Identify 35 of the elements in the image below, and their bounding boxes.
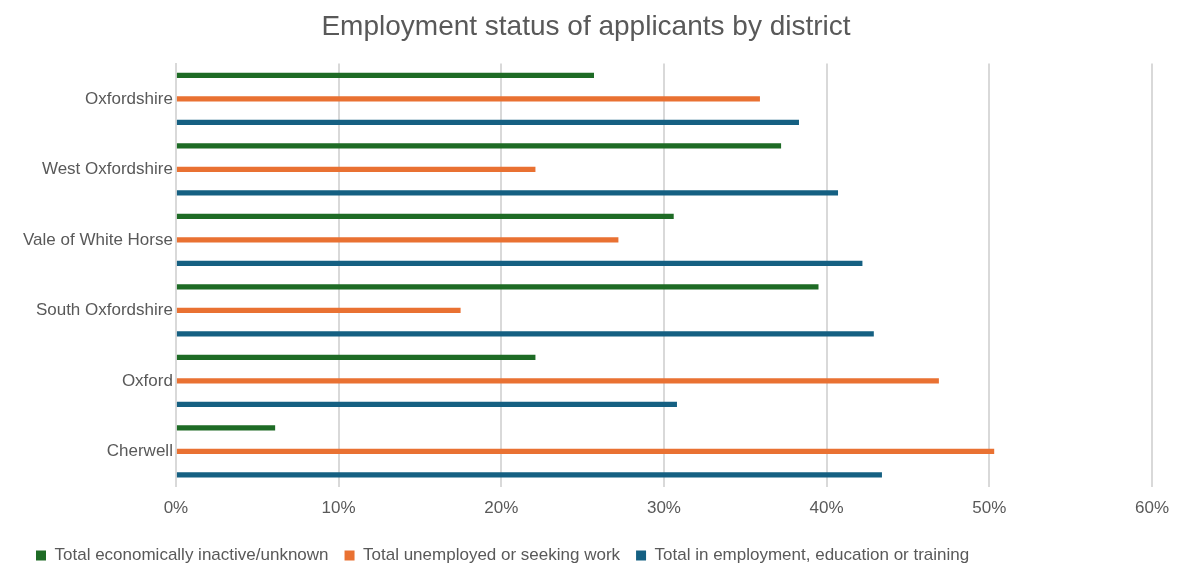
y-tick-label: South Oxfordshire bbox=[35, 300, 173, 320]
bar bbox=[176, 448, 995, 454]
bar bbox=[176, 190, 839, 196]
bar bbox=[176, 96, 760, 102]
bar bbox=[176, 143, 782, 149]
y-tick-label: Vale of White Horse bbox=[22, 229, 173, 249]
y-tick-label: Cherwell bbox=[106, 441, 173, 461]
x-tick-label: 20% bbox=[484, 498, 519, 518]
y-tick-label: Oxfordshire bbox=[85, 88, 173, 108]
bar bbox=[176, 307, 461, 313]
bar bbox=[176, 237, 619, 243]
bar bbox=[176, 284, 819, 290]
x-tick-label: 30% bbox=[646, 498, 681, 518]
bar bbox=[176, 72, 594, 78]
x-tick-label: 10% bbox=[321, 498, 356, 518]
bar bbox=[176, 119, 799, 125]
legend-label: Total economically inactive/unknown bbox=[54, 545, 329, 565]
x-tick-label: 60% bbox=[1134, 498, 1170, 518]
legend-label: Total unemployed or seeking work bbox=[363, 545, 621, 565]
bar bbox=[176, 378, 939, 384]
bar bbox=[176, 213, 674, 219]
bar bbox=[176, 166, 536, 172]
bar bbox=[176, 401, 677, 407]
bar bbox=[176, 331, 874, 337]
bar bbox=[176, 354, 536, 360]
chart-title: Employment status of applicants by district bbox=[321, 9, 851, 41]
x-tick-label: 0% bbox=[163, 498, 189, 518]
legend-label: Total in employment, education or training bbox=[654, 545, 970, 565]
x-tick-label: 40% bbox=[809, 498, 844, 518]
bar bbox=[176, 260, 863, 266]
x-tick-label: 50% bbox=[972, 498, 1007, 518]
bar bbox=[176, 425, 276, 431]
y-tick-label: West Oxfordshire bbox=[41, 159, 173, 179]
y-tick-label: Oxford bbox=[121, 370, 173, 390]
bar bbox=[176, 472, 882, 478]
